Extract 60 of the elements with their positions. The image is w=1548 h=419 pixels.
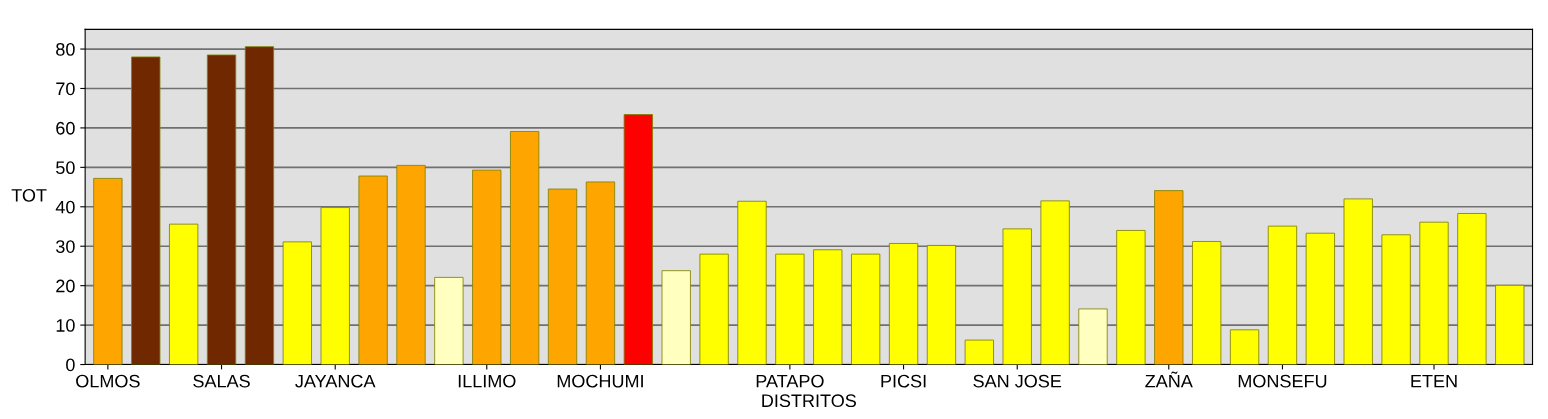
bar xyxy=(1381,234,1411,365)
bar xyxy=(169,223,199,365)
bar xyxy=(510,131,540,365)
y-tick-label: 10 xyxy=(56,319,75,332)
bar xyxy=(1078,308,1108,365)
bar xyxy=(1116,230,1146,365)
bar xyxy=(813,249,843,365)
bar xyxy=(1457,213,1487,365)
y-tick-label: 20 xyxy=(56,279,75,293)
bar xyxy=(1343,198,1373,365)
x-tick-label: ILLIMO xyxy=(458,374,516,388)
bar xyxy=(585,181,616,365)
x-tick-label: ZAÑA xyxy=(1145,371,1193,388)
bar xyxy=(1002,228,1032,365)
y-tick-label: 30 xyxy=(56,240,75,253)
bar xyxy=(1154,190,1184,365)
x-tick-label: PICSI xyxy=(881,374,926,388)
x-tick-label: MOCHUMI xyxy=(557,374,643,388)
x-tick-label: JAYANCA xyxy=(295,374,376,388)
y-axis-title: TOT xyxy=(11,188,47,202)
bar xyxy=(888,243,919,365)
bar xyxy=(775,253,805,365)
y-tick-label: 40 xyxy=(55,200,75,214)
bar xyxy=(1419,221,1449,365)
y-tick-label: 0 xyxy=(66,358,75,372)
x-tick-label: OLMOS xyxy=(76,374,140,388)
bar xyxy=(851,253,881,365)
bar xyxy=(282,241,312,365)
bar xyxy=(1495,284,1525,365)
bar xyxy=(358,175,388,365)
bar xyxy=(737,200,767,365)
bar xyxy=(472,169,502,365)
bar xyxy=(1267,225,1298,365)
y-tick-label: 70 xyxy=(56,82,75,96)
bar xyxy=(244,46,275,365)
bar xyxy=(964,339,994,365)
y-tick-label: 60 xyxy=(56,121,75,135)
bar xyxy=(1229,329,1260,365)
bar xyxy=(1305,232,1335,365)
x-tick-label: ETEN xyxy=(1411,374,1457,388)
x-tick-label: PATAPO xyxy=(756,374,824,388)
bar xyxy=(547,188,578,365)
x-tick-label: SALAS xyxy=(193,374,250,388)
x-tick-label: MONSEFU xyxy=(1238,374,1327,388)
x-tick-label: SAN JOSE xyxy=(973,374,1062,388)
bar xyxy=(131,56,161,365)
bar xyxy=(926,245,957,365)
bar xyxy=(1192,241,1222,365)
bar xyxy=(434,276,464,365)
bar xyxy=(396,164,426,365)
bar xyxy=(661,270,691,365)
x-axis-title: DISTRITOS xyxy=(762,394,856,408)
bar xyxy=(699,253,729,365)
bar xyxy=(93,177,123,365)
bar xyxy=(320,207,350,365)
y-tick-label: 80 xyxy=(56,42,75,56)
y-tick-label: 50 xyxy=(56,161,75,175)
bar xyxy=(206,54,237,365)
bar xyxy=(623,114,653,365)
bar xyxy=(1040,200,1070,365)
